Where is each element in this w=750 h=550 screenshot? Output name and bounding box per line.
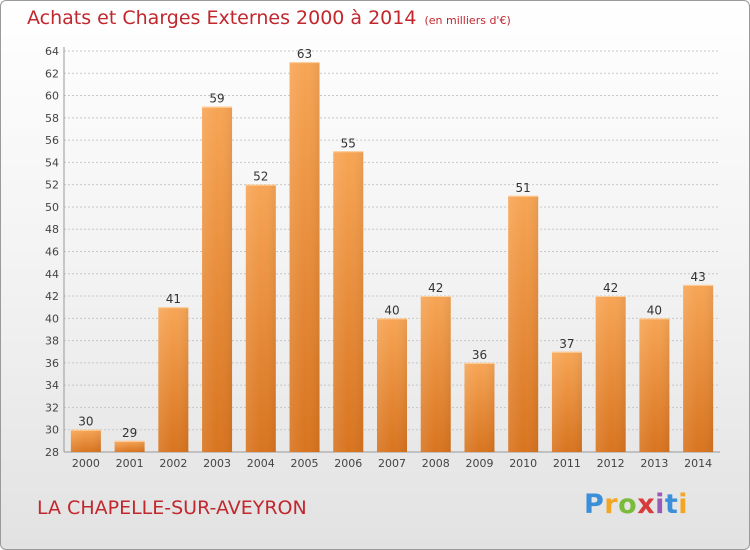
bar-shade	[333, 151, 364, 452]
bar-shade	[158, 307, 189, 452]
bars	[70, 62, 714, 453]
y-tick-label: 58	[45, 112, 59, 125]
x-tick-label: 2013	[640, 457, 668, 470]
x-tick-label: 2011	[553, 457, 581, 470]
y-tick-label: 48	[45, 223, 59, 236]
bar-shade	[202, 106, 233, 452]
bar-shade	[551, 351, 582, 452]
data-label: 29	[122, 426, 137, 440]
data-label: 40	[384, 303, 399, 317]
y-tick-label: 50	[45, 201, 59, 214]
bar-shade	[245, 184, 276, 452]
y-tick-label: 46	[45, 246, 59, 259]
y-tick-label: 44	[45, 268, 59, 281]
y-tick-label: 52	[45, 179, 59, 192]
bar-shade	[289, 62, 320, 453]
x-tick-label: 2003	[203, 457, 231, 470]
y-tick-label: 62	[45, 67, 59, 80]
x-tick-label: 2001	[116, 457, 144, 470]
bar-shade	[595, 296, 626, 452]
chart-unit: (en milliers d'€)	[424, 14, 511, 27]
x-tick-label: 2008	[422, 457, 450, 470]
proxiti-logo: Proxiti	[584, 489, 689, 520]
data-label: 63	[297, 47, 312, 61]
y-tick-label: 60	[45, 90, 59, 103]
bar-shade	[508, 195, 539, 453]
x-tick-label: 2004	[247, 457, 275, 470]
data-label: 51	[516, 181, 531, 195]
data-label: 30	[78, 415, 93, 429]
bar-shade	[377, 318, 407, 452]
x-tick-label: 2007	[378, 457, 406, 470]
y-tick-label: 64	[45, 45, 59, 58]
bar-shade	[70, 429, 101, 452]
data-label: 40	[647, 303, 662, 317]
x-tick-label: 2009	[465, 457, 493, 470]
data-label: 41	[166, 292, 181, 306]
x-tick-label: 2002	[159, 457, 187, 470]
x-tick-label: 2000	[72, 457, 100, 470]
x-tick-label: 2012	[597, 457, 625, 470]
bar-shade	[639, 318, 670, 452]
data-label: 42	[428, 281, 443, 295]
bar-shade	[464, 362, 495, 452]
y-tick-label: 42	[45, 290, 59, 303]
x-tick-label: 2010	[509, 457, 537, 470]
y-tick-label: 34	[45, 379, 59, 392]
y-tick-label: 36	[45, 357, 59, 370]
data-label: 37	[559, 337, 574, 351]
x-tick-label: 2014	[684, 457, 712, 470]
y-tick-label: 38	[45, 335, 59, 348]
data-labels: 30 29 41 59 52 63 55 40 42 36 51 37 42 40 43	[78, 47, 706, 440]
bar-shade	[683, 284, 714, 452]
y-tick-label: 28	[45, 446, 59, 459]
bar-shade	[420, 296, 451, 452]
place-name: LA CHAPELLE-SUR-AVEYRON	[37, 497, 307, 519]
data-label: 36	[472, 348, 487, 362]
data-label: 52	[253, 170, 268, 184]
y-tick-label: 40	[45, 312, 59, 325]
y-tick-label: 30	[45, 424, 59, 437]
x-tick-label: 2006	[334, 457, 362, 470]
data-label: 59	[209, 92, 224, 106]
y-tick-label: 54	[45, 156, 59, 169]
y-tick-label: 56	[45, 134, 59, 147]
x-tick-label: 2005	[291, 457, 319, 470]
chart-title: Achats et Charges Externes 2000 à 2014 (e…	[27, 7, 511, 29]
data-label: 55	[341, 136, 356, 150]
bar-shade	[114, 440, 145, 452]
data-label: 42	[603, 281, 618, 295]
y-tick-label: 32	[45, 401, 59, 414]
chart-title-text: Achats et Charges Externes 2000 à 2014	[27, 7, 417, 29]
data-label: 43	[690, 270, 705, 284]
